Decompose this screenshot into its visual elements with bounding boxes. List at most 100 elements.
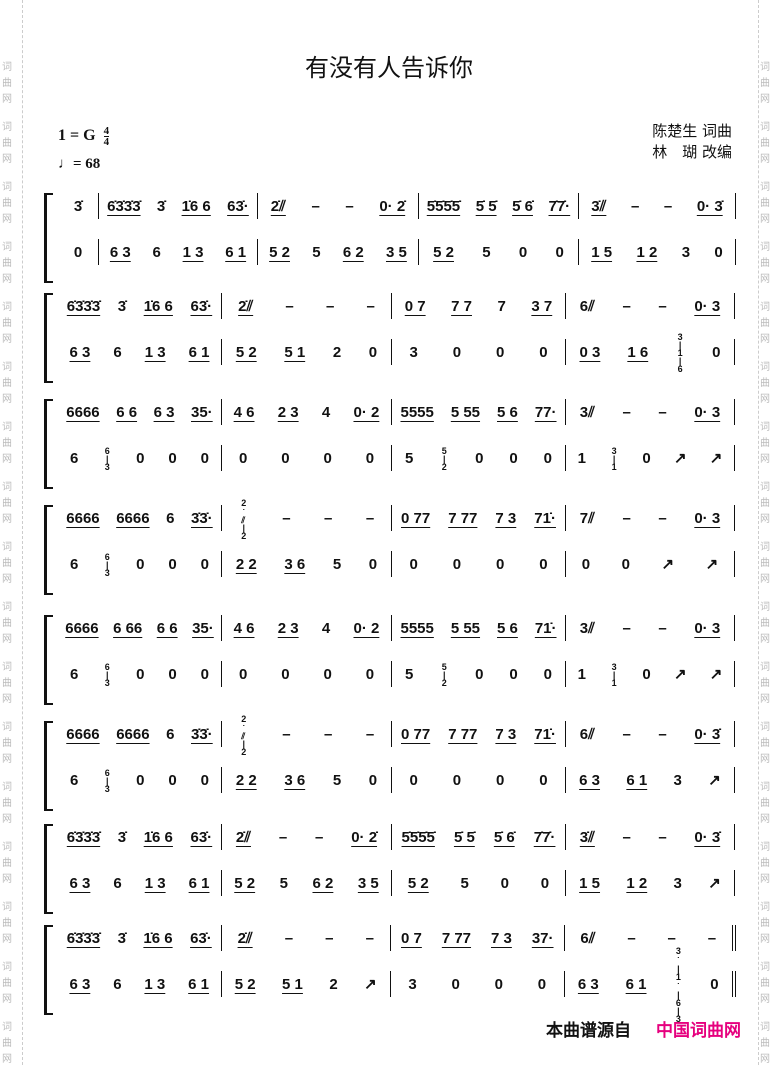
note-group: 5 [279,874,288,892]
dash-extension: – [622,828,631,846]
watermark-char: 网 [2,274,12,285]
watermark-group: 词曲网 [760,960,770,1008]
note-group: 0 [409,555,418,573]
watermark-char: 网 [760,934,770,945]
note-group: 6 1 [188,975,210,993]
watermark-char: 网 [760,574,770,585]
accompaniment-staff: 6 6|3 0 0 0 0 0 0 0 5 5|2 0 0 0 1 3|1 0 ↗ ↗ [58,661,736,687]
system-bracket [44,505,53,595]
song-title: 有没有人告诉你 [305,54,473,82]
measure: 6 6|3 0 0 0 [58,767,222,793]
note-group: 6 1 [188,874,210,892]
system-bracket [44,721,53,811]
chord: 3|1 [609,446,620,470]
note-group: 0 [642,665,651,683]
note-group: 0 [537,975,547,993]
note-group: 6 3 [69,343,91,361]
note-group: 5̇ 6̇ [512,197,533,215]
watermark-char: 网 [760,874,770,885]
note-group: 0· 3 [694,619,721,637]
note-group: 0 [168,771,177,789]
measure: 5 2 5 1 2 0 [222,339,392,365]
watermark-char: 词 [2,722,12,733]
note-group: 71̇· [534,725,556,743]
note-group: 7 77 [448,509,478,527]
measure: 0 3 1 6 3|1|6 0 [566,332,735,372]
note-group: 0 [710,975,719,993]
note-group: 0 [452,343,462,361]
dash-extension: – [311,197,320,215]
watermark-char: 网 [760,214,770,225]
measure: 6⫽ – – 0· 3̇ [566,721,735,747]
measure: 6666 6666 6 3̇3̇· [58,505,222,531]
measure: 7⫽ – – 0· 3 [566,505,735,531]
note-group: 3⫽ [579,403,595,421]
note-group: 2 [329,975,338,993]
note-group: 0 [494,975,503,993]
site-name[interactable]: 中国词曲网 [656,1021,741,1041]
measure: 5 2 5 0 0 [392,870,566,896]
watermark-char: 网 [2,334,12,345]
watermark-char: 网 [2,634,12,645]
note-group: 0 [323,665,332,683]
measure: 4 6 2 3 4 0· 2 [222,615,392,641]
note-group: 0 [365,665,375,683]
note-group: 0· 2 [353,403,380,421]
note-group: 6 [166,509,175,527]
watermark-char: 曲 [760,918,770,929]
measure: 0 0 ↗ ↗ [566,551,735,577]
note-group: 6 3 [69,874,91,892]
note-group: 3 [409,343,418,361]
note-group: 0 [238,665,248,683]
system-bracket [44,399,53,489]
note-group: 6666 [116,509,150,527]
note-group: 0· 2̇ [351,828,378,846]
measure: 2 2 3 6 5 0 [222,551,392,577]
note-group: 7 [497,297,506,315]
note-group: 0 [281,449,290,467]
dash-extension: – [658,725,667,743]
note-group: 5̇ 6̇ [493,828,515,846]
note-group: 71̇· [534,619,557,637]
melody-staff: 3̇ 6̇3̇3̇3̇ 3̇ 1̇6 6 63̇· 2̇⫽ – –0· 2̇ 5̇5̇5̇5̇ 5… [58,193,736,219]
note-group: 2 2 [235,771,257,789]
watermark-char: 词 [2,542,12,553]
watermark-group: 词曲网 [2,840,12,888]
watermark-char: 曲 [760,558,770,569]
measure: 0 7 7 7 7 3 7 [392,293,566,319]
watermark-char: 网 [760,754,770,765]
watermark-char: 曲 [760,798,770,809]
note-group: 0 [509,449,518,467]
measure: 3̇⫽ – – 0· 3̇ [566,824,735,850]
note-group: 0 [500,874,509,892]
note-group: 5 [404,449,414,467]
accompaniment-staff: 0 6 3 6 1 3 6 1 5 2 5 6 2 3 5 5 2 5 0 0 1 5 1 2 3 0 [58,239,736,265]
note-group: 35· [191,403,213,421]
note-group: 0 [168,449,177,467]
note-group: 7⫽ [579,509,595,527]
dash-extension: – [622,509,631,527]
watermark-char: 词 [2,242,12,253]
note-group: 3̇3̇· [191,509,213,527]
dash-extension: – [658,828,667,846]
measure: 3 0 0 0 [392,339,566,365]
glissando-arrow-icon: ↗ [708,875,721,892]
note-group: 5 [482,243,491,261]
watermark-group: 词曲网 [760,780,770,828]
watermark-char: 词 [2,962,12,973]
watermark-char: 曲 [760,978,770,989]
note-group: 0 [475,665,484,683]
note-group: 0 [452,771,462,789]
note-group: 4 [321,619,331,637]
note-group: 0 77 [401,725,431,743]
watermark-group: 词曲网 [2,60,12,108]
measure: 3⫽ – – 0· 3 [566,399,735,425]
note-group: 2̇⫽ [235,828,251,846]
watermark-char: 网 [2,934,12,945]
note-group: 3 6 [284,771,306,789]
note-group: 6̇3̇3̇3̇ [107,197,141,215]
measure: 6 3 6 1 3̇|1̇|6|3 0 [565,946,736,1022]
note-group: 5 2 [235,343,257,361]
note-group: 1 5 [579,874,601,892]
note-group: 6666 [116,725,150,743]
